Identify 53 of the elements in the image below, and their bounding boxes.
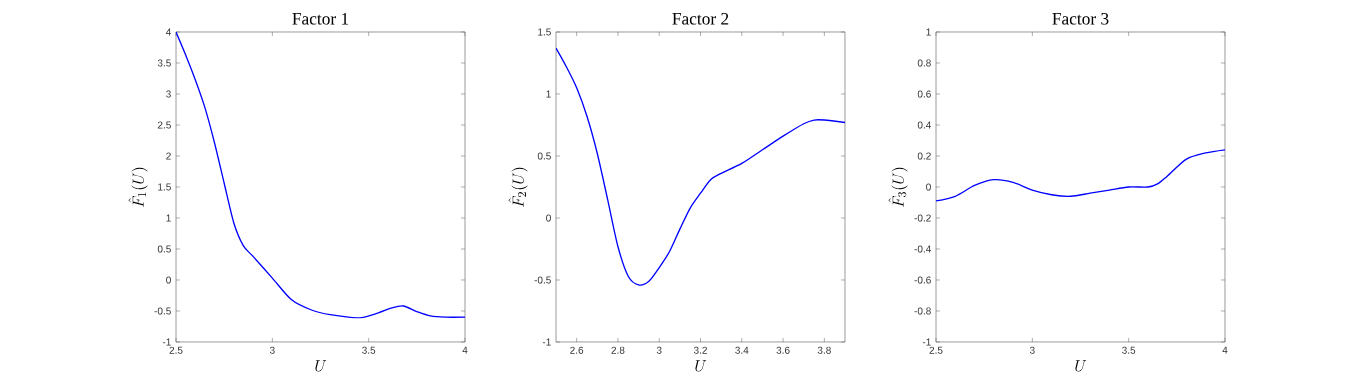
- x-axis-title: $U$: [1075, 360, 1087, 372]
- x-tick-label: 2.6: [570, 346, 584, 354]
- x-tick-label: 3.6: [776, 346, 790, 354]
- y-tick-label: 2.5: [157, 121, 171, 129]
- y-tick-label: 1: [926, 28, 931, 36]
- y-tick-label: 0: [166, 276, 171, 284]
- x-tick-label: 3: [1029, 346, 1035, 354]
- chart-title: Factor 2: [672, 12, 729, 25]
- y-tick-label: 0.5: [537, 152, 551, 160]
- x-tick-label: 3: [269, 346, 275, 354]
- y-tick-label: -1: [542, 338, 551, 346]
- y-tick-label: 1: [166, 214, 171, 222]
- y-tick-label: 1: [546, 90, 551, 98]
- x-axis-title: $U$: [315, 360, 327, 372]
- y-tick-label: -0.5: [154, 307, 171, 315]
- line-series: [936, 149, 1225, 202]
- y-tick-label: 0.2: [917, 152, 931, 160]
- line-series: [556, 47, 845, 286]
- chart-title: Factor 1: [292, 13, 349, 25]
- x-tick-label: 3.5: [362, 346, 376, 354]
- y-tick-label: -1: [922, 338, 931, 346]
- y-tick-label: -0.6: [914, 276, 931, 284]
- x-tick-label: 4: [462, 346, 468, 354]
- x-tick-label: 4: [1222, 346, 1228, 354]
- y-tick-label: 0.8: [917, 59, 931, 67]
- y-tick-label: 0: [926, 183, 931, 191]
- y-tick-label: 3.5: [157, 59, 171, 67]
- y-tick-label: -0.4: [914, 245, 931, 253]
- y-tick-label: 4: [165, 28, 172, 36]
- y-tick-label: -0.5: [534, 276, 551, 284]
- y-axis-title: $\hat{F}_1(U)$: [128, 167, 148, 207]
- line-series: [176, 32, 466, 319]
- chart-title: Factor 3: [1052, 12, 1109, 25]
- y-tick-label: 2: [166, 152, 171, 160]
- y-tick-label: 0: [546, 214, 551, 222]
- y-tick-label: 3: [166, 90, 171, 98]
- x-tick-label: 3: [656, 346, 662, 354]
- y-tick-label: 1.5: [158, 183, 171, 191]
- x-tick-label: 3.5: [1122, 346, 1136, 354]
- y-tick-label: 1.5: [538, 28, 551, 36]
- y-tick-label: 0.6: [917, 90, 931, 98]
- y-tick-label: 0.4: [917, 121, 931, 129]
- x-tick-label: 3.2: [693, 346, 707, 354]
- y-tick-label: -1: [162, 338, 171, 346]
- x-axis-title: $U$: [695, 360, 707, 372]
- x-tick-label: 3.8: [817, 346, 831, 354]
- x-tick-label: 3.4: [735, 346, 749, 354]
- y-axis-title: $\hat{F}_3(U)$: [888, 167, 908, 207]
- y-tick-label: -0.8: [914, 307, 931, 315]
- y-tick-label: 0.5: [157, 245, 171, 253]
- y-tick-label: -0.2: [914, 214, 931, 222]
- y-axis-title: $\hat{F}_2(U)$: [508, 167, 528, 207]
- x-tick-label: 2.8: [611, 346, 625, 354]
